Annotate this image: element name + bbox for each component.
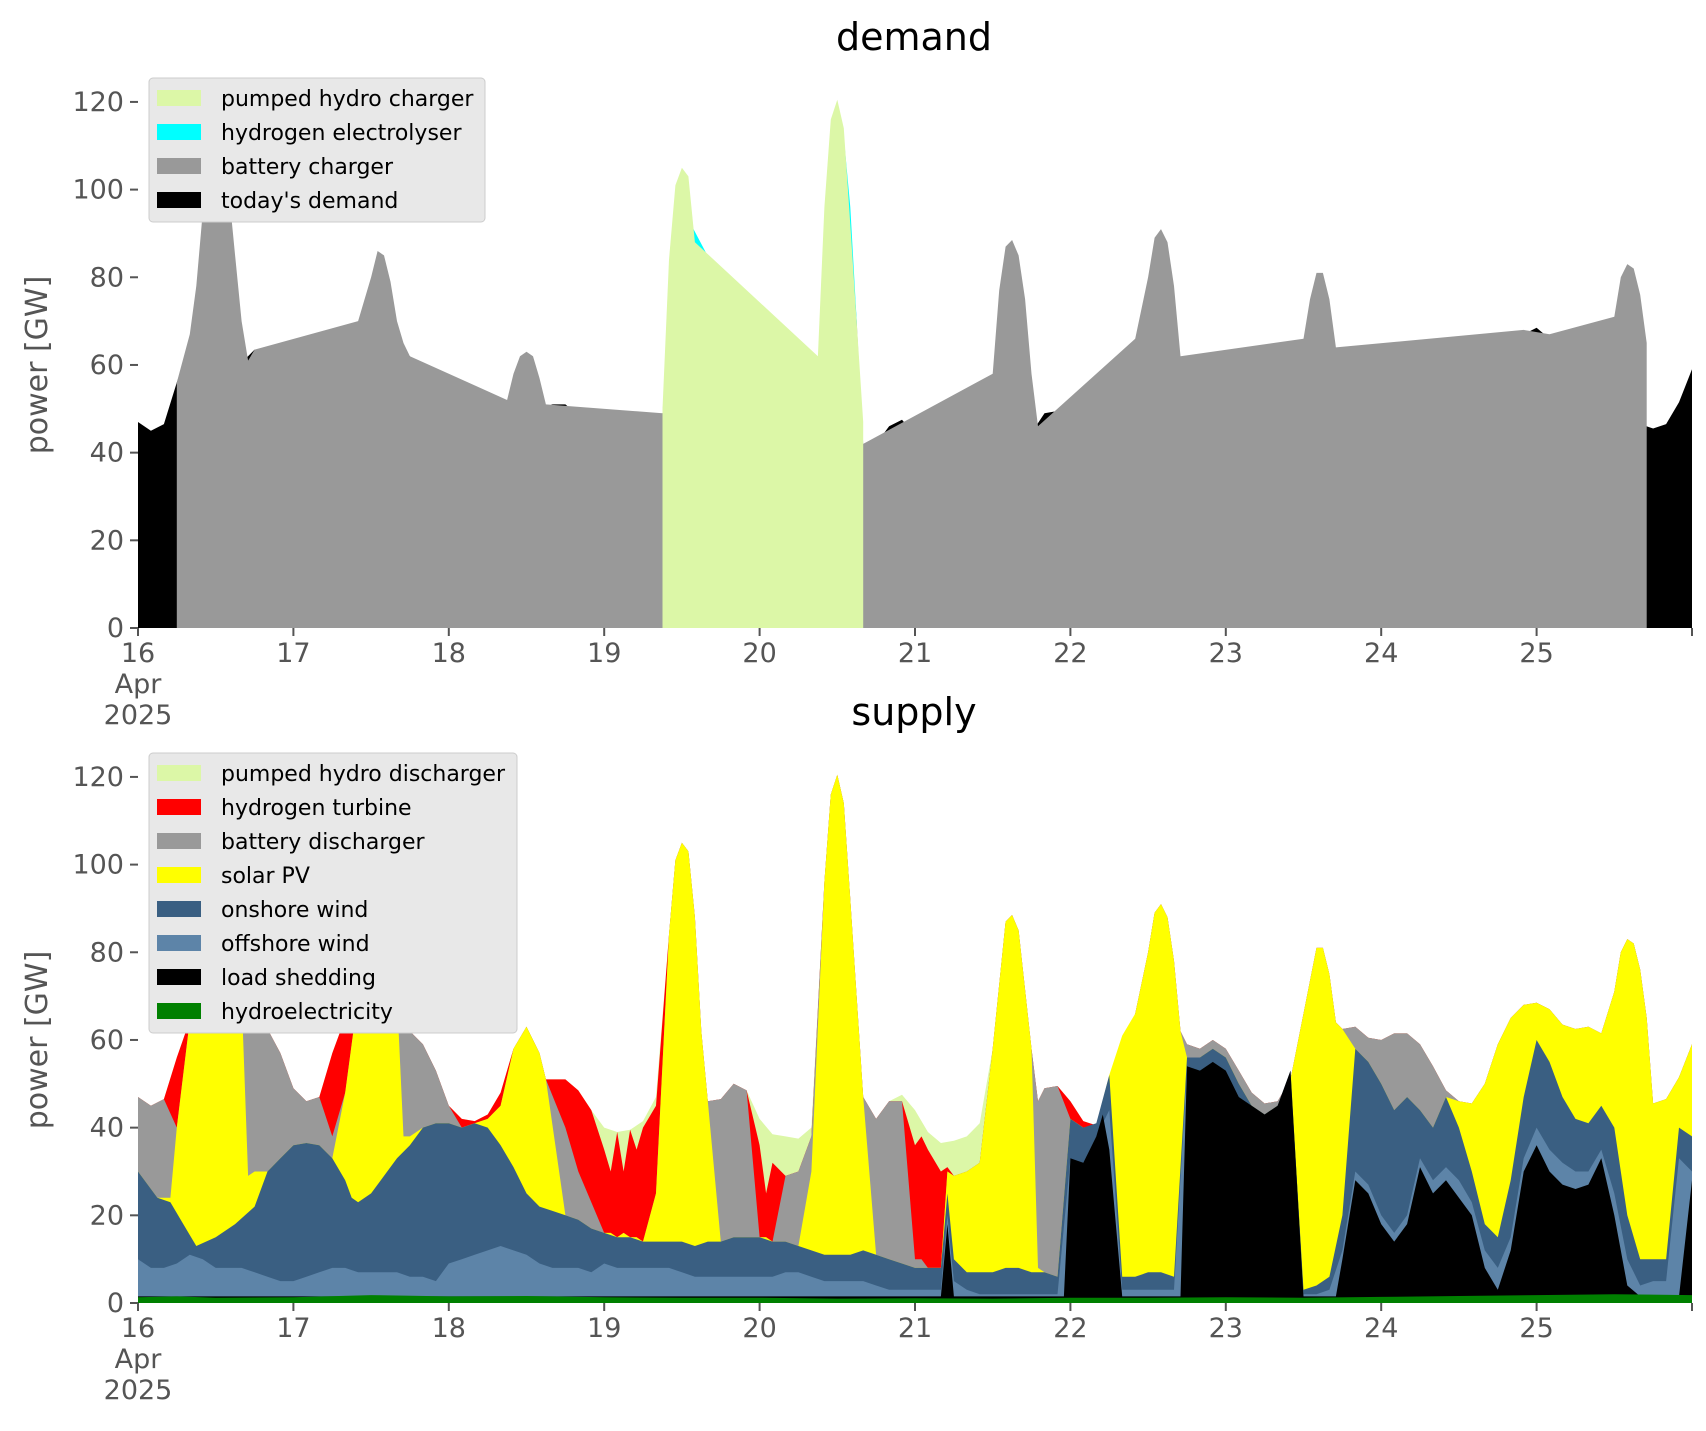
legend-swatch-offshore-wind xyxy=(157,935,201,951)
y-tick-label: 80 xyxy=(90,937,124,968)
chart-title: demand xyxy=(836,15,992,59)
x-tick-label: 21 xyxy=(898,1313,932,1344)
legend-swatch-hydroelectricity xyxy=(157,1003,201,1019)
chart-title: supply xyxy=(851,690,976,734)
legend-label-hydrogen-electrolyser: hydrogen electrolyser xyxy=(221,121,462,146)
x-tick-label: 20 xyxy=(742,638,776,669)
legend-label-pumped-hydro-charger: pumped hydro charger xyxy=(221,87,474,112)
area-hydroelectricity xyxy=(138,1294,1692,1303)
x-tick-label: 17 xyxy=(276,638,310,669)
y-axis-label: power [GW] xyxy=(20,276,55,455)
x-tick-label: 18 xyxy=(432,1313,466,1344)
legend-swatch-pumped-hydro-charger xyxy=(157,90,201,106)
y-tick-label: 40 xyxy=(90,438,124,469)
y-tick-label: 60 xyxy=(90,1025,124,1056)
demand-chart: demand power [GW] 02040608010012016Apr20… xyxy=(20,15,1693,731)
legend-label-battery-charger: battery charger xyxy=(221,155,394,180)
x-tick-label: 20 xyxy=(742,1313,776,1344)
legend-label-load-shedding: load shedding xyxy=(221,966,376,991)
x-tick-label: 19 xyxy=(587,638,621,669)
y-tick-label: 0 xyxy=(107,1288,124,1319)
legend-swatch-battery-discharger xyxy=(157,833,201,849)
legend-swatch-today-s-demand xyxy=(157,192,201,208)
x-tick-label: 17 xyxy=(276,1313,310,1344)
legend-swatch-solar-pv xyxy=(157,867,201,883)
area-onshore-wind xyxy=(138,1040,1692,1303)
legend-swatch-pumped-hydro-discharger xyxy=(157,765,201,781)
y-tick-label: 20 xyxy=(90,525,124,556)
x-tick-label: 2025 xyxy=(104,1375,173,1406)
legend-label-pumped-hydro-discharger: pumped hydro discharger xyxy=(221,762,506,787)
y-tick-label: 80 xyxy=(90,262,124,293)
legend-swatch-onshore-wind xyxy=(157,901,201,917)
legend-label-offshore-wind: offshore wind xyxy=(221,932,370,957)
y-tick-label: 100 xyxy=(72,850,124,881)
legend-swatch-hydrogen-electrolyser xyxy=(157,124,201,140)
legend-label-today-s-demand: today's demand xyxy=(221,189,398,214)
legend-label-onshore-wind: onshore wind xyxy=(221,898,368,923)
legend-box xyxy=(148,752,518,1034)
area-battery-charger xyxy=(176,145,1647,628)
area-pumped-hydro-charger xyxy=(662,99,864,628)
y-tick-label: 100 xyxy=(72,175,124,206)
x-tick-label: 25 xyxy=(1519,638,1553,669)
y-tick-label: 20 xyxy=(90,1200,124,1231)
x-tick-label: 25 xyxy=(1519,1313,1553,1344)
x-tick-label: 22 xyxy=(1053,638,1087,669)
y-tick-label: 60 xyxy=(90,350,124,381)
x-tick-label: 21 xyxy=(898,638,932,669)
y-tick-label: 120 xyxy=(72,87,124,118)
x-tick-label: 2025 xyxy=(104,700,173,731)
plot-area xyxy=(138,99,1692,628)
legend-label-hydrogen-turbine: hydrogen turbine xyxy=(221,796,412,821)
y-axis-label: power [GW] xyxy=(20,951,55,1130)
legend-label-battery-discharger: battery discharger xyxy=(221,830,426,855)
x-tick-label: 23 xyxy=(1209,1313,1243,1344)
legend-label-hydroelectricity: hydroelectricity xyxy=(221,1000,393,1025)
x-tick-label: Apr xyxy=(115,669,163,700)
legend: pumped hydro charger hydrogen electrolyse… xyxy=(148,77,486,223)
x-tick-label: 18 xyxy=(432,638,466,669)
x-tick-label: 16 xyxy=(121,1313,155,1344)
legend-swatch-battery-charger xyxy=(157,158,201,174)
area-load-shedding xyxy=(138,1061,1692,1303)
x-tick-label: 22 xyxy=(1053,1313,1087,1344)
legend-swatch-load-shedding xyxy=(157,969,201,985)
x-tick-label: 24 xyxy=(1364,1313,1398,1344)
plot-area xyxy=(138,774,1692,1303)
x-tick-label: 24 xyxy=(1364,638,1398,669)
legend: pumped hydro discharger hydrogen turbine b… xyxy=(148,752,518,1034)
legend-box xyxy=(148,77,486,223)
x-tick-label: 16 xyxy=(121,638,155,669)
area-solar-pv xyxy=(138,774,1692,1303)
x-tick-label: 23 xyxy=(1209,638,1243,669)
x-tick-label: Apr xyxy=(115,1344,163,1375)
y-tick-label: 120 xyxy=(72,762,124,793)
x-tick-label: 19 xyxy=(587,1313,621,1344)
legend-swatch-hydrogen-turbine xyxy=(157,799,201,815)
y-tick-label: 40 xyxy=(90,1113,124,1144)
supply-chart: supply power [GW] 02040608010012016Apr20… xyxy=(20,690,1693,1406)
y-tick-label: 0 xyxy=(107,613,124,644)
legend-label-solar-pv: solar PV xyxy=(221,864,310,889)
